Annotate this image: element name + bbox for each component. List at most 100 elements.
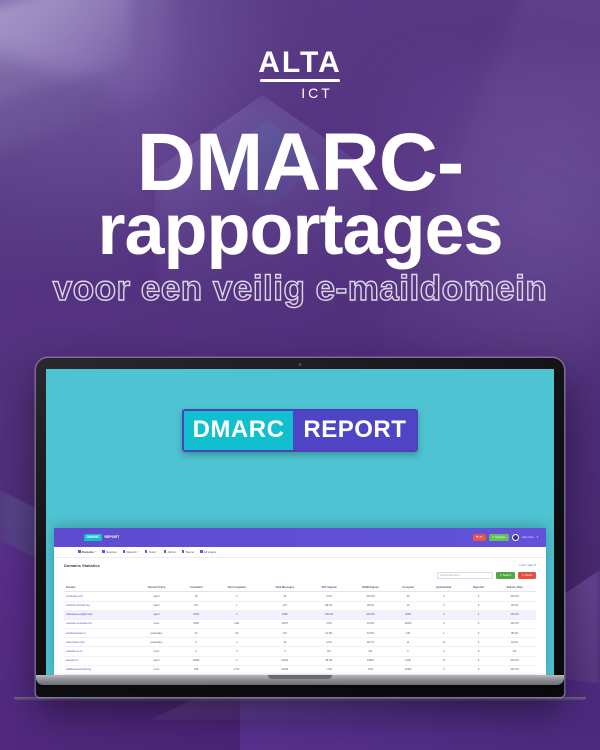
alert-badge[interactable]: ⚑ 27	[472, 533, 486, 541]
cell-dkim: 69.7%	[348, 637, 393, 648]
cell-compliant: 3000	[179, 619, 214, 630]
cell-dkim: 19504	[348, 656, 393, 666]
bell-icon: ⚑	[475, 535, 479, 540]
menu-item-reports[interactable]: Reports ▾	[122, 549, 139, 554]
menu-item-domains[interactable]: Domains ▾	[78, 550, 96, 554]
menu-item-teams[interactable]: Teams	[181, 550, 194, 554]
table-toolbar: Search Domains... ⚲ Search ↻ Reset	[64, 571, 536, 580]
cell-rejected: 0	[463, 665, 494, 675]
cell-quarantined: 1	[423, 628, 464, 639]
column-header[interactable]: Total Messages	[260, 583, 310, 593]
cell-total: 137	[260, 628, 310, 639]
cell-quarantined: 17	[423, 656, 464, 666]
menu-item-all-logins[interactable]: All Logins	[200, 550, 216, 554]
table-row[interactable]: news-letters.com quarantine 9 4 13 0.0% 69.7% 1…	[64, 637, 536, 648]
column-header[interactable]: Rejected	[463, 583, 494, 593]
cell-rejected: 0	[463, 591, 494, 602]
menu-item-admin[interactable]: Admin	[163, 549, 176, 554]
reset-button[interactable]: ↻ Reset	[517, 571, 536, 580]
column-header[interactable]: Domain	[64, 583, 134, 593]
cell-domain[interactable]: example-corporate.com	[64, 619, 134, 630]
laptop-base-shadow	[14, 697, 586, 702]
cell-domain[interactable]: alertspro.nl	[64, 656, 134, 666]
grid-icon	[78, 550, 81, 554]
cell-spf: 7.5%	[309, 665, 349, 675]
avatar[interactable]	[511, 533, 519, 541]
menu-item-label: Admin	[167, 549, 176, 554]
cell-compliant: 199	[179, 665, 214, 675]
column-header[interactable]: Accepted	[392, 583, 424, 593]
column-header[interactable]: Compliant	[179, 583, 214, 593]
cell-domain[interactable]: news-letters.com	[64, 637, 134, 648]
cell-rejected: 0	[463, 601, 494, 611]
cell-accepted: 11	[392, 637, 424, 648]
table-head: Domain Current Policy Compliant Non Complia…	[64, 583, 536, 593]
navbar-right-group: ⚑ 27 ⇧ Upgrade John Doe ▾	[472, 533, 538, 541]
page-title: Domains Statistics	[64, 562, 100, 568]
cell-compliant: 107	[179, 601, 214, 611]
menu-item-tools[interactable]: Tools ▾	[144, 550, 158, 554]
cell-total: 11047	[260, 619, 310, 630]
column-header[interactable]: SPF Aligned	[309, 583, 349, 593]
grid-icon	[122, 550, 126, 554]
cell-rejected: 0	[463, 656, 494, 666]
table-row[interactable]: mydomain.com reject 46 0 46 0.0% 100.0% 46 0 0 100…	[64, 591, 536, 602]
cell-accepted: 2109	[392, 656, 424, 666]
table-row[interactable]: example.co.za none 0 0 4 0% 0% 0 0 0 0%	[64, 646, 536, 657]
cell-accepted: 10	[392, 601, 424, 611]
cell-accepted: 11043	[392, 619, 424, 630]
cell-spf: 0.0%	[309, 637, 349, 648]
table-body: mydomain.com reject 46 0 46 0.0% 100.0% 46 0 0 100…	[64, 591, 536, 675]
table-row[interactable]: alertspro.nl reject 19391 2 21631 98.3% 19504 2…	[64, 656, 536, 666]
column-header[interactable]: Quarantined	[423, 583, 464, 593]
dashboard-navbar: DMARC REPORT ⚑ 27 ⇧ Upgrade John	[54, 527, 546, 547]
chevron-down-icon: ▾	[156, 551, 158, 554]
table-row[interactable]: additional-webmail.org none 199 1717 12342 7.…	[64, 665, 536, 675]
upgrade-button[interactable]: ⇧ Upgrade	[488, 533, 509, 541]
column-header[interactable]: Non Compliant	[213, 583, 261, 593]
table-row[interactable]: example-corporate.com none 3000 3111 11047 3.…	[64, 619, 536, 630]
cell-domain[interactable]: mydomain.com	[64, 591, 134, 602]
logo-wordmark: ALTA	[258, 46, 342, 82]
search-input[interactable]: Search Domains...	[437, 572, 494, 579]
search-button[interactable]: ⚲ Search	[495, 571, 516, 580]
refresh-icon: ↻	[521, 574, 524, 578]
grid-icon	[181, 550, 185, 554]
table-row[interactable]: customer-domain.org reject 107 1 107 88.2% 99.…	[64, 601, 536, 611]
table-row[interactable]: mailservice-english.com reject 8159 0 8159 10…	[64, 610, 536, 620]
table-row[interactable]: anotherdomain.nl quarantine 42 92 137 21.8% 51…	[64, 628, 536, 639]
menu-item-sources[interactable]: Sources	[102, 549, 117, 554]
cell-non-compliant: 0	[213, 610, 261, 620]
menu-item-label: Sources	[106, 549, 117, 554]
menu-item-label: Reports	[126, 549, 137, 554]
cell-quarantined: 0	[423, 646, 464, 657]
navbar-brand-part1: DMARC	[84, 533, 103, 541]
cell-domain[interactable]: example.co.za	[64, 646, 134, 657]
date-range-selector[interactable]: Last 7 days ▾	[519, 563, 537, 568]
cell-delivery: 100.0%	[493, 665, 536, 675]
cell-delivery: 100.0%	[493, 656, 536, 666]
chevron-down-icon: ▾	[95, 551, 97, 554]
column-header[interactable]: Current Policy	[133, 583, 180, 593]
navbar-brand[interactable]: DMARC REPORT	[84, 533, 121, 541]
chevron-down-icon[interactable]: ▾	[536, 535, 538, 540]
grid-icon	[200, 550, 203, 554]
column-header[interactable]: DKIM Aligned	[348, 583, 393, 593]
cell-total: 4	[260, 646, 310, 657]
column-header[interactable]: Delivery Rate	[493, 583, 536, 593]
cell-policy: quarantine	[133, 628, 180, 639]
user-name[interactable]: John Doe	[521, 535, 534, 540]
cell-policy: none	[133, 619, 180, 630]
cell-total: 107	[260, 601, 310, 611]
cell-non-compliant: 92	[213, 628, 261, 639]
cell-delivery: 92.0%	[493, 637, 536, 648]
cell-rejected: 0	[463, 637, 494, 648]
cell-total: 13	[260, 637, 310, 648]
dmarc-report-logo: DMARC REPORT	[46, 369, 554, 452]
cell-dkim: 100.0%	[348, 610, 393, 620]
cell-domain[interactable]: customer-domain.org	[64, 601, 134, 611]
cell-domain[interactable]: additional-webmail.org	[64, 665, 134, 675]
cell-dkim: 0%	[348, 646, 393, 657]
cell-domain[interactable]: mailservice-english.com	[64, 610, 134, 620]
cell-domain[interactable]: anotherdomain.nl	[64, 628, 134, 639]
